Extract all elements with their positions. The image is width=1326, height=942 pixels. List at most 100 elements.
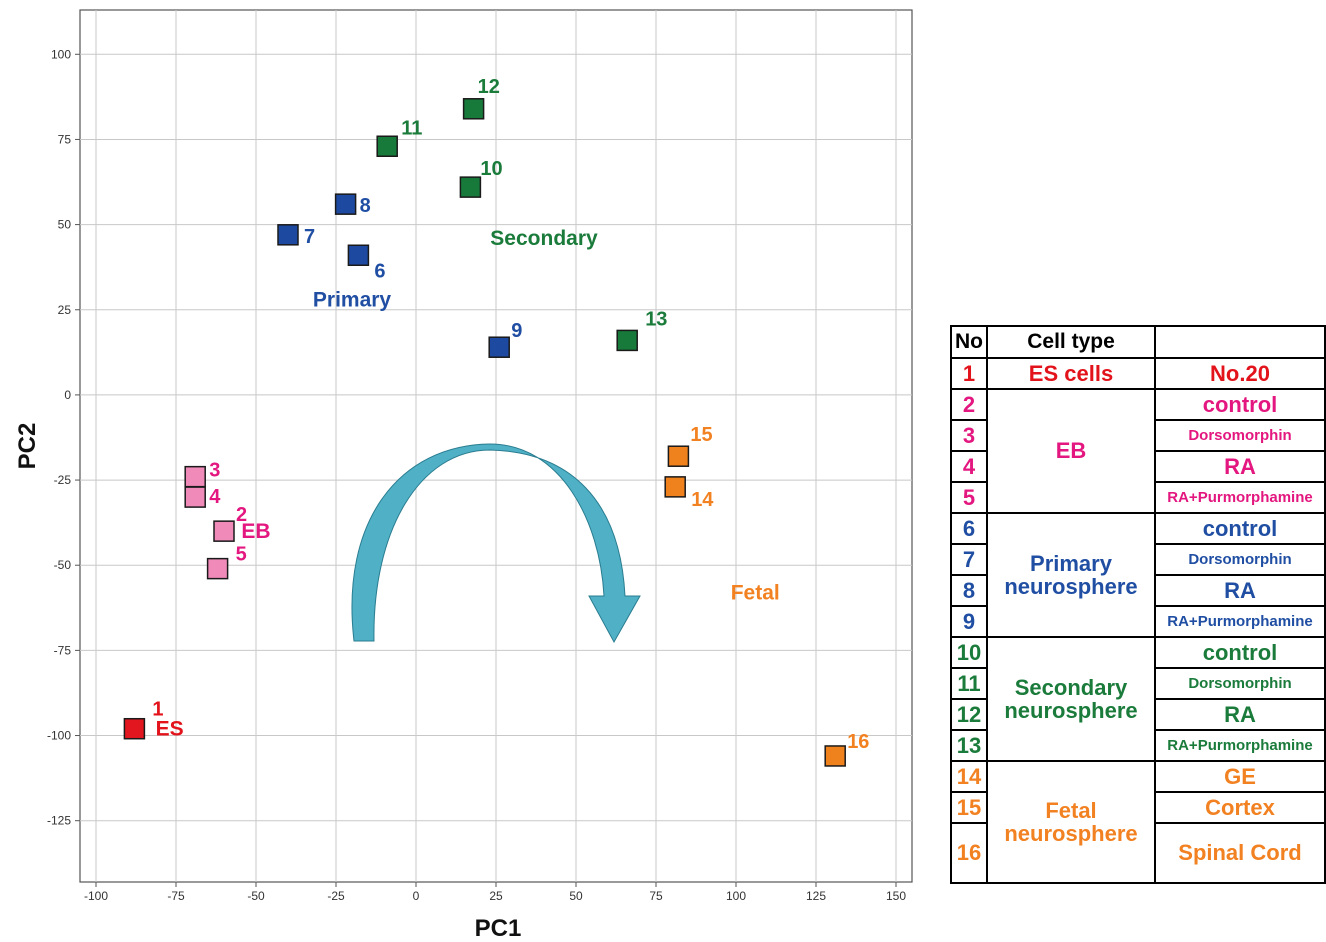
legend-no: 12 [950,698,988,731]
legend-header-cell-type: Cell type [986,325,1156,359]
legend-row: 13 RA+Purmorphamine [950,729,1326,762]
point-label-4: 4 [209,486,221,508]
point-label-10: 10 [480,158,502,180]
legend-condition: control [1154,512,1326,545]
y-tick-label: -75 [54,643,72,657]
legend-no: 1 [950,357,988,390]
x-tick-label: 125 [806,889,826,903]
legend-no: 3 [950,419,988,452]
legend-row: 16 Spinal Cord [950,822,1326,884]
legend-no: 16 [950,822,988,884]
legend-row: 7 Dorsomorphin [950,543,1326,576]
legend-no: 5 [950,481,988,514]
data-point-16 [824,745,846,767]
point-label-6: 6 [374,260,385,282]
data-point-3 [184,465,206,488]
point-label-1: 1 [152,699,163,721]
x-tick-label: 50 [569,889,583,903]
point-label-5: 5 [236,544,247,566]
point-label-13: 13 [645,308,667,330]
legend-condition: control [1154,388,1326,421]
legend-no: 11 [950,667,988,700]
x-tick-label: -75 [167,889,185,903]
sample-legend-table: No Cell type 1 ES cells No.20 2 EB control 3 Do… [950,325,1326,884]
legend-row: 14 Fetal neurosphere GE [950,760,1326,884]
data-point-5 [206,557,229,580]
x-tick-label: -25 [327,889,345,903]
legend-no: 9 [950,605,988,638]
point-label-11: 11 [401,117,422,139]
data-point-12 [462,98,485,120]
legend-no: 8 [950,574,988,607]
legend-row: 8 RA [950,574,1326,607]
y-tick-label: 100 [51,47,71,61]
legend-no: 7 [950,543,988,576]
group-label-primary: Primary [313,289,392,312]
data-points [123,98,846,767]
data-point-13 [616,329,638,352]
data-point-9 [488,336,510,358]
legend-header-no: No [950,325,988,359]
legend-row: 11 Dorsomorphin [950,667,1326,700]
data-point-6 [347,244,370,266]
x-tick-label: 150 [886,889,906,903]
x-tick-label: 0 [413,889,420,903]
y-tick-label: -50 [54,558,72,572]
point-label-7: 7 [304,226,315,248]
y-tick-label: 0 [64,388,71,402]
legend-no: 4 [950,450,988,483]
legend-cell-type: ES cells [986,357,1156,390]
legend-row: 3 Dorsomorphin [950,419,1326,452]
point-label-9: 9 [511,320,522,342]
legend-condition: RA+Purmorphamine [1154,605,1326,638]
legend-condition: RA [1154,698,1326,731]
data-point-10 [459,176,482,198]
legend-cell-type: Primary neurosphere [986,512,1156,638]
data-point-14 [664,476,686,498]
legend-condition: RA+Purmorphamine [1154,729,1326,762]
legend-row: 5 RA+Purmorphamine [950,481,1326,514]
x-axis-title: PC1 [475,915,522,942]
legend-row: 10 Secondary neurosphere control [950,636,1326,762]
y-tick-label: -100 [47,729,71,743]
legend-no: 13 [950,729,988,762]
legend-row: 6 Primary neurosphere control [950,512,1326,638]
data-point-1 [123,717,146,740]
x-tick-label: -100 [84,889,108,903]
legend-condition: RA+Purmorphamine [1154,481,1326,514]
legend-no: 6 [950,512,988,545]
legend-header-condition [1154,325,1326,359]
legend-header-row: No Cell type [950,325,1326,359]
legend-condition: Dorsomorphin [1154,543,1326,576]
legend-row: 12 RA [950,698,1326,731]
legend-row: 15 Cortex [950,791,1326,824]
y-tick-label: 25 [58,303,72,317]
legend-condition: Cortex [1154,791,1326,824]
point-label-14: 14 [691,489,714,511]
legend-condition: Dorsomorphin [1154,667,1326,700]
data-point-8 [334,193,357,215]
x-tick-label: 100 [726,889,746,903]
point-label-8: 8 [360,195,371,217]
legend-condition: GE [1154,760,1326,793]
legend-row: 1 ES cells No.20 [950,357,1326,390]
group-label-es: ES [156,718,184,741]
legend-row: 9 RA+Purmorphamine [950,605,1326,638]
y-axis-title: PC2 [14,423,41,470]
x-tick-label: -50 [247,889,265,903]
legend-row: 4 RA [950,450,1326,483]
legend-condition: RA [1154,574,1326,607]
group-label-secondary: Secondary [490,227,598,250]
legend-no: 2 [950,388,988,421]
data-point-11 [376,135,398,157]
legend-condition: Dorsomorphin [1154,419,1326,452]
legend-condition: Spinal Cord [1154,822,1326,884]
data-point-2 [213,520,235,542]
point-label-15: 15 [690,424,712,446]
trajectory-arrow [351,443,641,644]
data-point-7 [277,224,299,246]
x-tick-label: 75 [649,889,663,903]
y-tick-label: -25 [54,473,72,487]
y-tick-label: 50 [58,218,72,232]
